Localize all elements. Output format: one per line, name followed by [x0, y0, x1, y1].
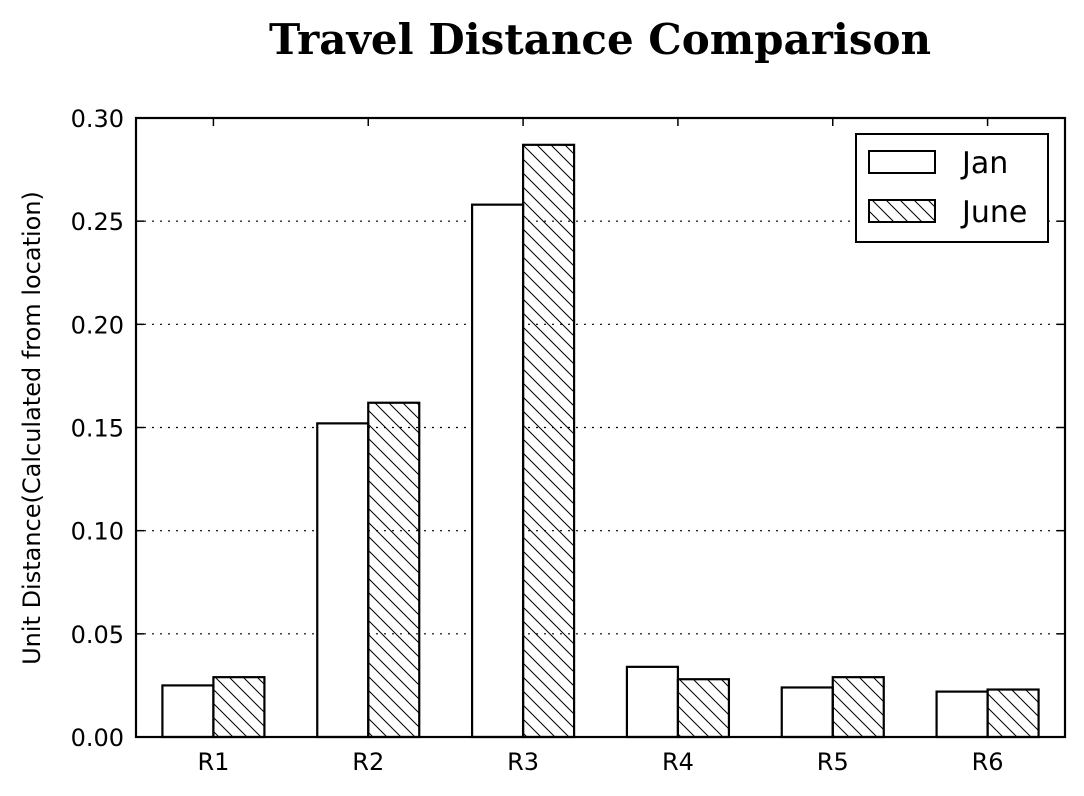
y-tick-label: 0.00	[71, 724, 124, 752]
legend-label-june: June	[960, 195, 1027, 230]
bar-june-r6	[986, 688, 1040, 739]
y-tick-label: 0.10	[71, 518, 124, 546]
y-axis-label: Unit Distance(Calculated from location)	[18, 191, 46, 665]
bar-june-r4	[676, 678, 731, 739]
axes: 0.00 0.05 0.10 0.15 0.20 0.25 0.30 R1 R2 R3 R4 R5 R6	[71, 105, 1067, 776]
bar-jan-r5	[780, 686, 834, 739]
legend-swatch-june	[868, 199, 936, 223]
x-tick-label: R1	[197, 748, 229, 776]
legend-label-jan: Jan	[960, 146, 1008, 181]
y-tick-label: 0.25	[71, 208, 124, 236]
bar-jan-r2	[316, 422, 370, 739]
y-tick-label: 0.05	[71, 621, 124, 649]
gridlines	[136, 220, 1065, 635]
y-tick-label: 0.30	[71, 105, 124, 133]
y-tick-label: 0.20	[71, 311, 124, 339]
bar-june-r1	[212, 676, 266, 739]
legend-swatch-jan	[868, 150, 936, 174]
bar-june-r3	[521, 143, 576, 739]
x-tick-label: R2	[352, 748, 384, 776]
x-tick-label: R4	[662, 748, 694, 776]
y-tick-label: 0.15	[71, 415, 124, 443]
plot-frame	[134, 116, 1067, 739]
bar-june-r5	[831, 676, 885, 739]
legend: Jan June	[855, 133, 1049, 243]
bar-jan-r6	[935, 690, 989, 739]
x-tick-label: R6	[972, 748, 1004, 776]
bar-jan-r1	[161, 684, 215, 739]
bar-june-r2	[367, 401, 421, 739]
bar-jan-r4	[625, 665, 680, 739]
chart-title: Travel Distance Comparison	[269, 15, 931, 64]
x-tick-label: R3	[507, 748, 539, 776]
bars	[161, 143, 1040, 739]
bar-jan-r3	[470, 203, 525, 739]
x-tick-label: R5	[817, 748, 849, 776]
